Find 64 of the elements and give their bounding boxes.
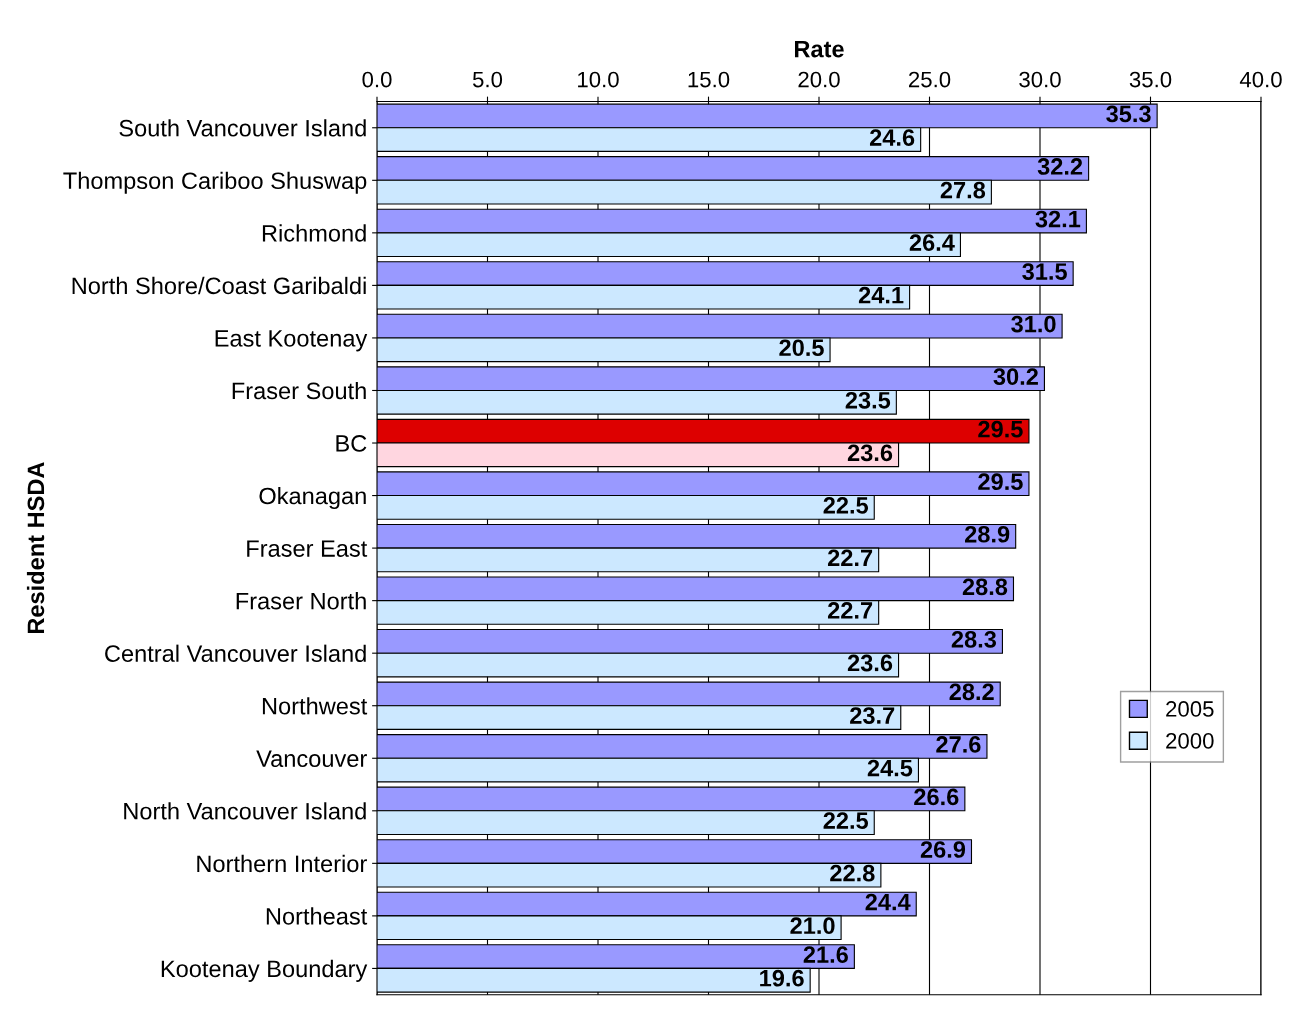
- data-label: 24.4: [865, 893, 911, 911]
- y-tick-label: Northwest: [262, 697, 368, 715]
- legend-label: 2000: [1166, 733, 1214, 749]
- x-axis-title: Rate: [794, 40, 844, 58]
- x-tick-label: 0.0: [362, 71, 392, 88]
- data-label: 22.5: [823, 812, 869, 829]
- data-label: 22.7: [827, 602, 873, 619]
- data-label: 35.3: [1106, 105, 1151, 123]
- data-label: 28.8: [962, 578, 1008, 596]
- x-tick-label: 10.0: [578, 71, 619, 88]
- y-axis-title: Resident HSDA: [26, 462, 45, 634]
- data-label: 28.2: [949, 683, 994, 701]
- data-label: 23.7: [850, 707, 895, 724]
- data-label: 26.9: [920, 841, 966, 858]
- legend-label: 2005: [1166, 701, 1214, 717]
- x-tick-label: 30.0: [1019, 71, 1061, 88]
- data-label: 24.6: [869, 129, 915, 146]
- data-label: 26.4: [909, 234, 955, 252]
- y-tick-label: North Vancouver Island: [124, 802, 366, 820]
- x-tick-label: 25.0: [908, 71, 951, 88]
- data-label: 22.7: [827, 549, 873, 567]
- data-label: 26.6: [914, 788, 959, 806]
- x-tick-label: 5.0: [472, 71, 503, 88]
- x-tick-label: 20.0: [798, 71, 840, 88]
- data-label: 31.0: [1011, 315, 1056, 333]
- data-label: 27.6: [936, 736, 981, 753]
- y-tick-label: Vancouver: [256, 750, 367, 768]
- data-label: 27.8: [940, 181, 986, 199]
- x-tick-label: 35.0: [1129, 71, 1172, 88]
- data-label: 23.5: [845, 391, 891, 409]
- y-tick-label: Central Vancouver Island: [105, 644, 366, 662]
- data-label: 22.5: [823, 497, 869, 514]
- y-tick-label: South Vancouver Island: [119, 119, 366, 137]
- data-label: 24.1: [858, 286, 904, 304]
- data-label: 28.9: [965, 525, 1010, 543]
- data-label: 23.6: [847, 654, 893, 672]
- data-label: 30.2: [993, 368, 1038, 386]
- data-label: 24.5: [867, 759, 913, 777]
- data-label: 29.5: [978, 473, 1023, 491]
- y-tick-label: Northeast: [266, 907, 368, 925]
- data-label: 29.5: [978, 420, 1023, 438]
- data-label: 20.5: [779, 339, 824, 357]
- y-tick-label: Northern Interior: [197, 854, 367, 873]
- data-label: 21.0: [790, 917, 835, 935]
- y-tick-label: BC: [336, 435, 367, 452]
- data-label: 23.6: [847, 444, 893, 462]
- y-tick-label: East Kootenay: [215, 330, 368, 352]
- data-label: 31.5: [1022, 263, 1067, 280]
- y-tick-label: Fraser South: [232, 381, 366, 400]
- y-tick-label: Okanagan: [259, 487, 366, 510]
- y-tick-label: Fraser North: [236, 592, 366, 610]
- data-label: 28.3: [951, 630, 997, 648]
- y-tick-label: Thompson Cariboo Shuswap: [63, 171, 367, 194]
- y-tick-label: North Shore/Coast Garibaldi: [72, 276, 366, 295]
- data-label: 19.6: [760, 969, 804, 987]
- data-label: 32.1: [1035, 210, 1081, 228]
- y-tick-label: Kootenay Boundary: [161, 959, 368, 982]
- y-tick-label: Richmond: [262, 224, 366, 242]
- data-label: 32.2: [1037, 158, 1083, 175]
- data-label: 22.8: [830, 864, 875, 882]
- x-tick-label: 15.0: [688, 71, 730, 88]
- x-tick-label: 40.0: [1239, 71, 1282, 88]
- y-tick-label: Fraser East: [247, 540, 368, 557]
- data-label: 21.6: [803, 946, 848, 963]
